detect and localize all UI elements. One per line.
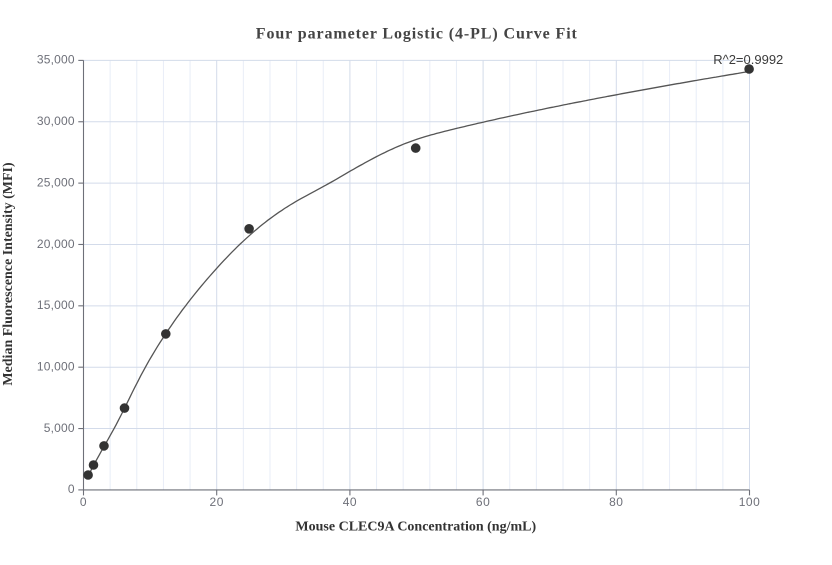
- svg-text:35,000: 35,000: [37, 53, 75, 67]
- svg-text:30,000: 30,000: [37, 114, 75, 128]
- svg-text:0: 0: [80, 495, 87, 509]
- svg-text:Mouse CLEC9A Concentration (ng: Mouse CLEC9A Concentration (ng/mL): [295, 520, 536, 535]
- svg-text:20,000: 20,000: [37, 237, 75, 251]
- svg-text:100: 100: [739, 495, 761, 509]
- svg-text:0: 0: [68, 482, 75, 496]
- svg-text:80: 80: [609, 495, 623, 509]
- svg-text:40: 40: [343, 495, 357, 509]
- svg-text:Median Fluorescence Intensity: Median Fluorescence Intensity (MFI): [1, 162, 16, 386]
- svg-text:5,000: 5,000: [44, 421, 75, 435]
- svg-text:10,000: 10,000: [37, 359, 75, 373]
- svg-text:60: 60: [476, 495, 490, 509]
- svg-text:25,000: 25,000: [37, 175, 75, 189]
- svg-text:Four parameter Logistic (4-PL): Four parameter Logistic (4-PL) Curve Fit: [256, 25, 578, 42]
- svg-text:R^2=0.9992: R^2=0.9992: [713, 52, 783, 67]
- svg-text:20: 20: [210, 495, 224, 509]
- svg-text:15,000: 15,000: [37, 298, 75, 312]
